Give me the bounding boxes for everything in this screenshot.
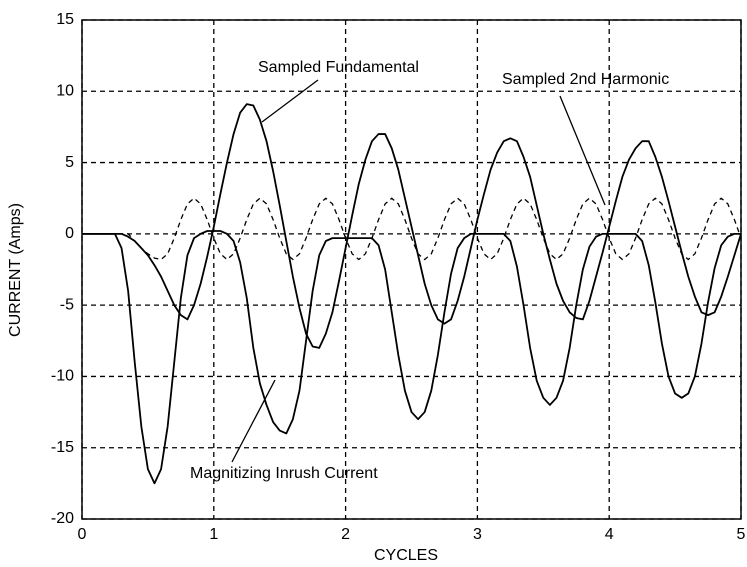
y-tick-label: 10 — [56, 83, 74, 100]
y-tick-label: 0 — [65, 225, 74, 242]
x-tick-label: 0 — [78, 526, 87, 543]
y-tick-label: 15 — [56, 11, 74, 28]
y-tick-label: -20 — [51, 510, 74, 527]
y-axis-label: CURRENT (Amps) — [7, 203, 24, 337]
y-tick-label: 5 — [65, 154, 74, 171]
annotation: Sampled Fundamental — [258, 59, 419, 76]
series-line — [82, 230, 741, 485]
series-line — [82, 103, 742, 349]
leader-line — [559, 95, 606, 206]
plot-frame — [81, 19, 742, 520]
y-tick-label: -10 — [51, 368, 74, 385]
x-tick-label: 3 — [473, 526, 482, 543]
annotation: Sampled 2nd Harmonic — [502, 71, 669, 88]
x-axis-label: CYCLES — [374, 547, 438, 564]
y-tick-label: -15 — [51, 439, 74, 456]
leader-line — [261, 79, 319, 123]
x-tick-label: 5 — [737, 526, 746, 543]
x-tick-label: 2 — [341, 526, 350, 543]
annotation: Magnitizing Inrush Current — [190, 465, 378, 482]
x-tick-label: 1 — [209, 526, 218, 543]
y-tick-label: -5 — [60, 296, 74, 313]
x-tick-label: 4 — [605, 526, 614, 543]
series-line — [82, 197, 742, 261]
